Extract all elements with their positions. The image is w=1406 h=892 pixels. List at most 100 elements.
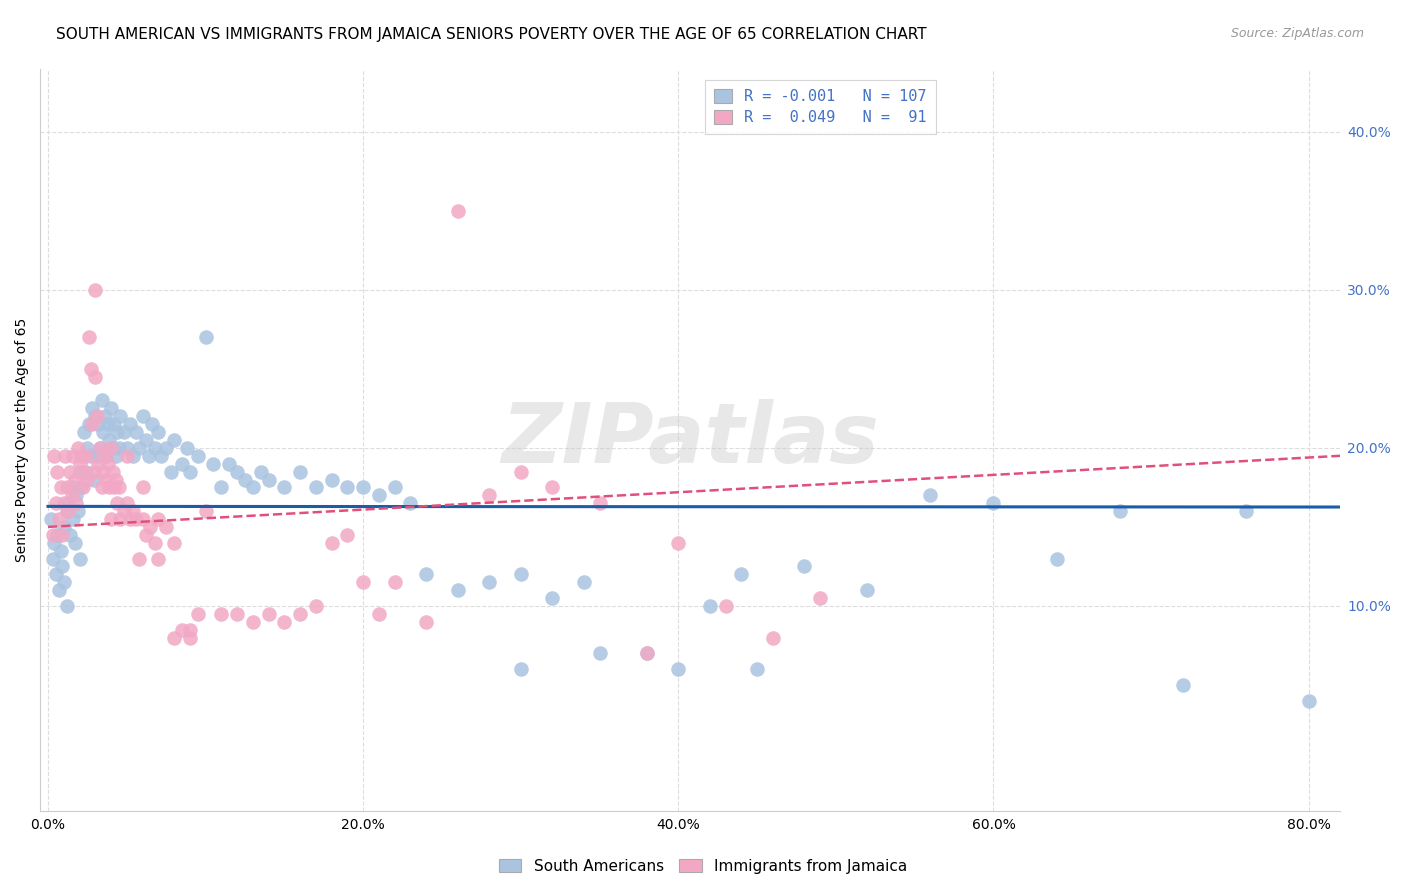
- Point: [90, 480, 112, 494]
- Point: [52, 520, 75, 534]
- Text: ZIPatlas: ZIPatlas: [501, 400, 879, 481]
- Point: [163, 433, 186, 447]
- Point: [93, 449, 115, 463]
- Point: [49, 480, 72, 494]
- Point: [415, 615, 437, 629]
- Point: [122, 449, 145, 463]
- Point: [51, 528, 73, 542]
- Point: [352, 575, 374, 590]
- Point: [45, 567, 67, 582]
- Point: [46, 528, 69, 542]
- Point: [714, 599, 737, 613]
- Point: [41, 528, 63, 542]
- Point: [257, 607, 280, 621]
- Point: [636, 646, 658, 660]
- Point: [108, 441, 131, 455]
- Point: [541, 591, 564, 605]
- Point: [135, 528, 157, 542]
- Point: [115, 441, 138, 455]
- Point: [666, 535, 689, 549]
- Point: [91, 425, 114, 439]
- Point: [273, 615, 295, 629]
- Point: [983, 496, 1005, 510]
- Point: [187, 449, 209, 463]
- Point: [273, 480, 295, 494]
- Point: [69, 465, 91, 479]
- Point: [75, 465, 97, 479]
- Y-axis label: Seniors Poverty Over the Age of 65: Seniors Poverty Over the Age of 65: [15, 318, 30, 562]
- Point: [91, 465, 114, 479]
- Point: [305, 480, 328, 494]
- Point: [87, 457, 110, 471]
- Point: [48, 583, 70, 598]
- Point: [793, 559, 815, 574]
- Point: [187, 607, 209, 621]
- Point: [148, 551, 170, 566]
- Point: [730, 567, 752, 582]
- Point: [70, 449, 93, 463]
- Point: [666, 662, 689, 676]
- Point: [52, 496, 75, 510]
- Point: [77, 417, 100, 432]
- Point: [100, 512, 122, 526]
- Point: [52, 575, 75, 590]
- Point: [83, 465, 105, 479]
- Point: [110, 409, 132, 424]
- Point: [1108, 504, 1130, 518]
- Point: [70, 480, 93, 494]
- Point: [588, 496, 610, 510]
- Point: [89, 441, 111, 455]
- Point: [176, 441, 198, 455]
- Point: [179, 631, 201, 645]
- Point: [76, 473, 98, 487]
- Point: [108, 480, 131, 494]
- Point: [59, 465, 82, 479]
- Point: [399, 496, 422, 510]
- Point: [1045, 551, 1067, 566]
- Point: [128, 441, 150, 455]
- Point: [53, 449, 76, 463]
- Point: [63, 535, 86, 549]
- Point: [305, 599, 328, 613]
- Point: [856, 583, 879, 598]
- Point: [163, 535, 186, 549]
- Legend: R = -0.001   N = 107, R =  0.049   N =  91: R = -0.001 N = 107, R = 0.049 N = 91: [704, 80, 936, 135]
- Point: [66, 441, 89, 455]
- Point: [101, 465, 124, 479]
- Point: [336, 528, 359, 542]
- Point: [572, 575, 595, 590]
- Point: [288, 465, 311, 479]
- Point: [49, 543, 72, 558]
- Point: [104, 473, 127, 487]
- Point: [588, 646, 610, 660]
- Point: [44, 535, 66, 549]
- Point: [89, 441, 111, 455]
- Point: [84, 369, 107, 384]
- Point: [368, 607, 391, 621]
- Point: [242, 480, 264, 494]
- Point: [60, 488, 83, 502]
- Point: [65, 488, 87, 502]
- Point: [242, 615, 264, 629]
- Point: [202, 457, 225, 471]
- Point: [226, 607, 249, 621]
- Point: [478, 488, 501, 502]
- Point: [75, 449, 97, 463]
- Point: [447, 203, 470, 218]
- Point: [100, 401, 122, 416]
- Point: [110, 512, 132, 526]
- Point: [352, 480, 374, 494]
- Point: [148, 425, 170, 439]
- Point: [155, 441, 177, 455]
- Point: [209, 607, 232, 621]
- Point: [368, 488, 391, 502]
- Point: [218, 457, 240, 471]
- Point: [179, 623, 201, 637]
- Point: [509, 662, 531, 676]
- Point: [56, 504, 79, 518]
- Point: [131, 512, 153, 526]
- Point: [58, 504, 80, 518]
- Point: [131, 480, 153, 494]
- Point: [125, 512, 148, 526]
- Point: [103, 480, 125, 494]
